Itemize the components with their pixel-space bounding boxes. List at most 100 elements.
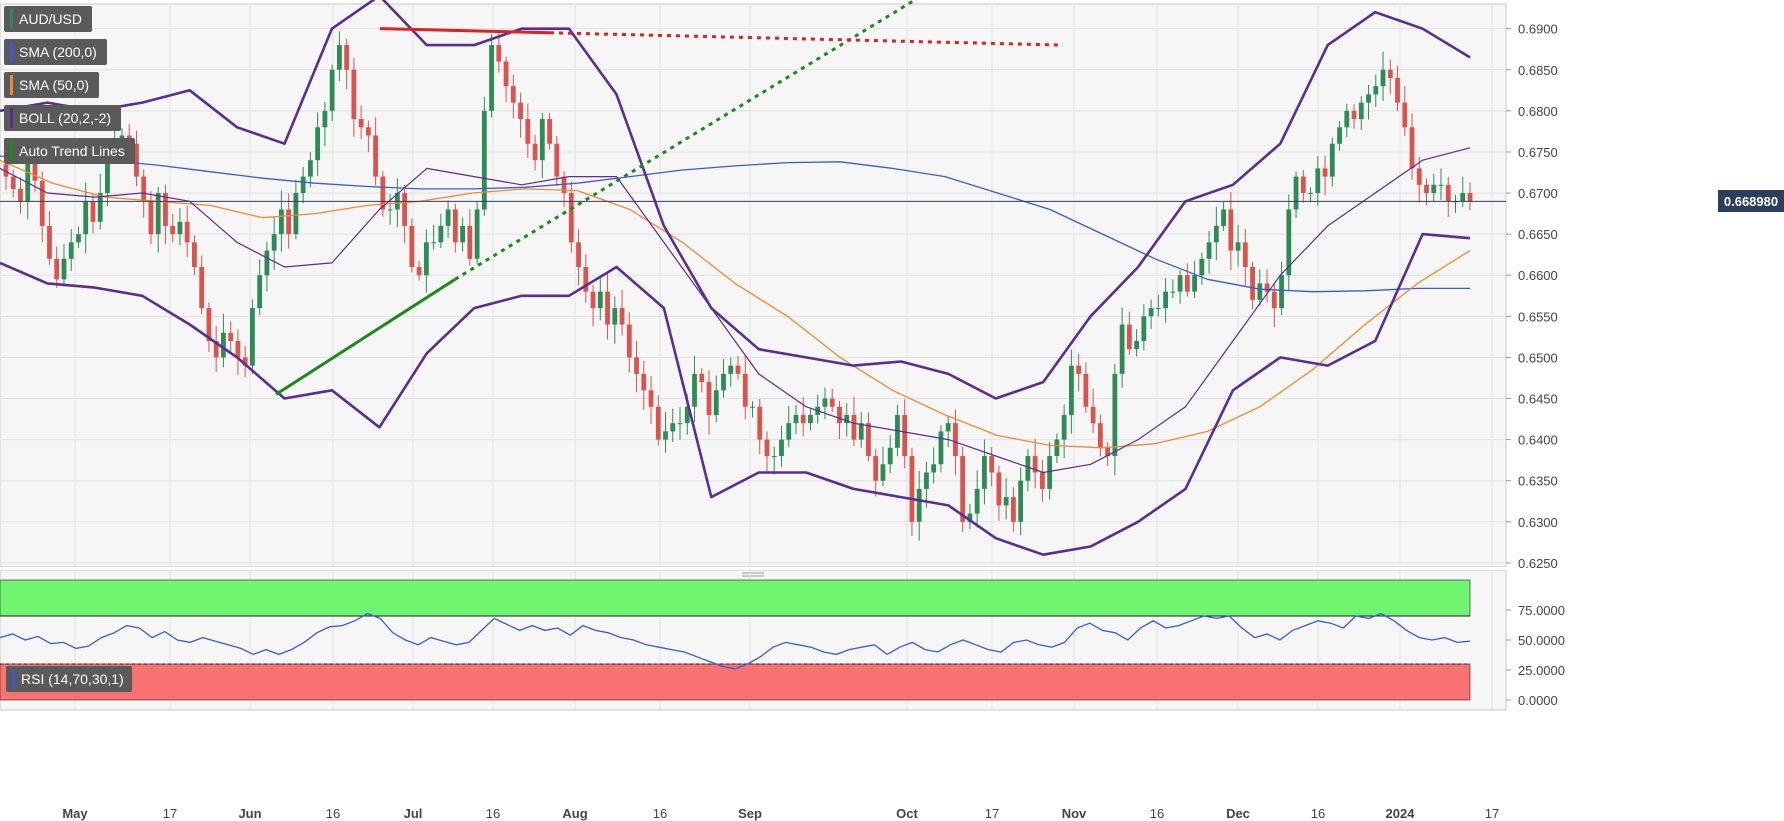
candle-down [1351,104,1357,129]
candle-body [409,225,415,268]
candle-down [134,130,139,187]
candle-up [539,112,545,179]
candle-up [1344,103,1350,138]
candle-up [793,404,799,435]
candle-down [655,395,661,446]
candle-up [750,401,755,418]
candle-up [307,152,313,188]
legend-sma50[interactable]: SMA (50,0) [4,72,100,98]
candle-body [1206,242,1212,259]
candle-body [684,406,690,424]
candle-up [721,358,726,398]
candle-down [213,325,219,372]
candle-body [467,225,473,259]
legend-rsi[interactable]: RSI (14,70,30,1) [6,666,132,692]
candle-body [1184,275,1190,292]
candle-body [634,357,639,374]
candle-down [634,340,639,393]
candle-up [938,425,944,473]
candle-body [576,242,581,268]
candle-down [699,368,705,393]
candle-up [924,461,929,508]
candle-body [568,193,574,243]
candle-body [1402,102,1408,128]
candle-body [402,193,408,226]
x-tick-label: Sep [738,806,762,821]
indicator-overlays [0,0,1506,557]
candle-up [1315,156,1321,206]
candle-body [489,45,494,111]
candle-up [1199,252,1205,285]
candle-body [583,267,589,292]
candle-up [967,503,973,530]
candle-up [1380,51,1386,102]
x-tick-label: Oct [896,806,918,821]
candle-body [837,406,842,424]
candle-body [829,398,835,407]
candle-body [1467,193,1473,202]
candle-up [982,439,987,505]
candle-up [945,416,951,448]
candle-down [1228,192,1234,271]
candle-down [1242,228,1248,286]
candle-down [1250,261,1255,310]
candle-up [692,355,697,423]
candle-body [982,456,987,489]
legend-symbol[interactable]: AUD/USD [4,6,93,32]
candle-body [221,332,226,358]
candle-body [909,456,915,522]
candle-up [779,425,784,467]
x-tick-label: 17 [985,806,999,821]
candle-down [1424,178,1429,206]
candle-up [445,200,451,239]
candle-up [61,243,67,287]
candle-body [177,221,183,235]
candle-down [192,235,197,276]
candle-body [1337,127,1342,144]
candle-body [228,332,234,341]
candle-down [554,136,560,187]
candle-up [1431,173,1437,202]
rsi-panel[interactable]: 75.0000 50.0000 25.0000 0.0000 [0,579,1565,708]
rsi-line [0,612,1471,670]
panel-resize-handle[interactable] [742,572,764,577]
candle-body [1054,439,1060,457]
y-tick-label: 0.6350 [1518,474,1558,489]
candle-body [141,176,147,202]
candle-body [800,414,806,424]
candle-up [974,470,980,528]
candle-up [489,34,494,118]
candle-body [1373,86,1379,95]
candle-down [1402,86,1408,136]
candle-body [1358,102,1364,120]
panel-separator [0,567,1784,570]
candle-body [1416,168,1422,185]
y-tick-label: 0.6300 [1518,515,1558,530]
candle-body [452,209,458,243]
candle-down [706,370,712,435]
candle-body [1112,373,1118,457]
candle-body [235,340,241,358]
candle-body [61,258,67,280]
x-tick-label: 2024 [1386,806,1416,821]
candle-body [1315,168,1321,194]
legend-trend[interactable]: Auto Trend Lines [4,138,135,164]
candle-body [54,258,60,280]
candle-down [496,33,502,73]
candle-up [264,241,270,292]
candle-body [358,119,364,128]
candle-body [721,373,726,391]
candle-body [68,242,74,259]
candle-down [590,284,596,327]
legend-boll[interactable]: BOLL (20,2,-2) [4,105,122,131]
candle-down [742,354,748,420]
legend-sma200[interactable]: SMA (200,0) [4,39,107,65]
candle-body [597,291,603,309]
candle-down [39,171,45,243]
candle-body [184,221,190,243]
candle-up [1438,168,1444,201]
candle-down [467,209,473,266]
candle-body [90,201,96,222]
candle-up [25,154,31,220]
candle-body [873,456,879,481]
